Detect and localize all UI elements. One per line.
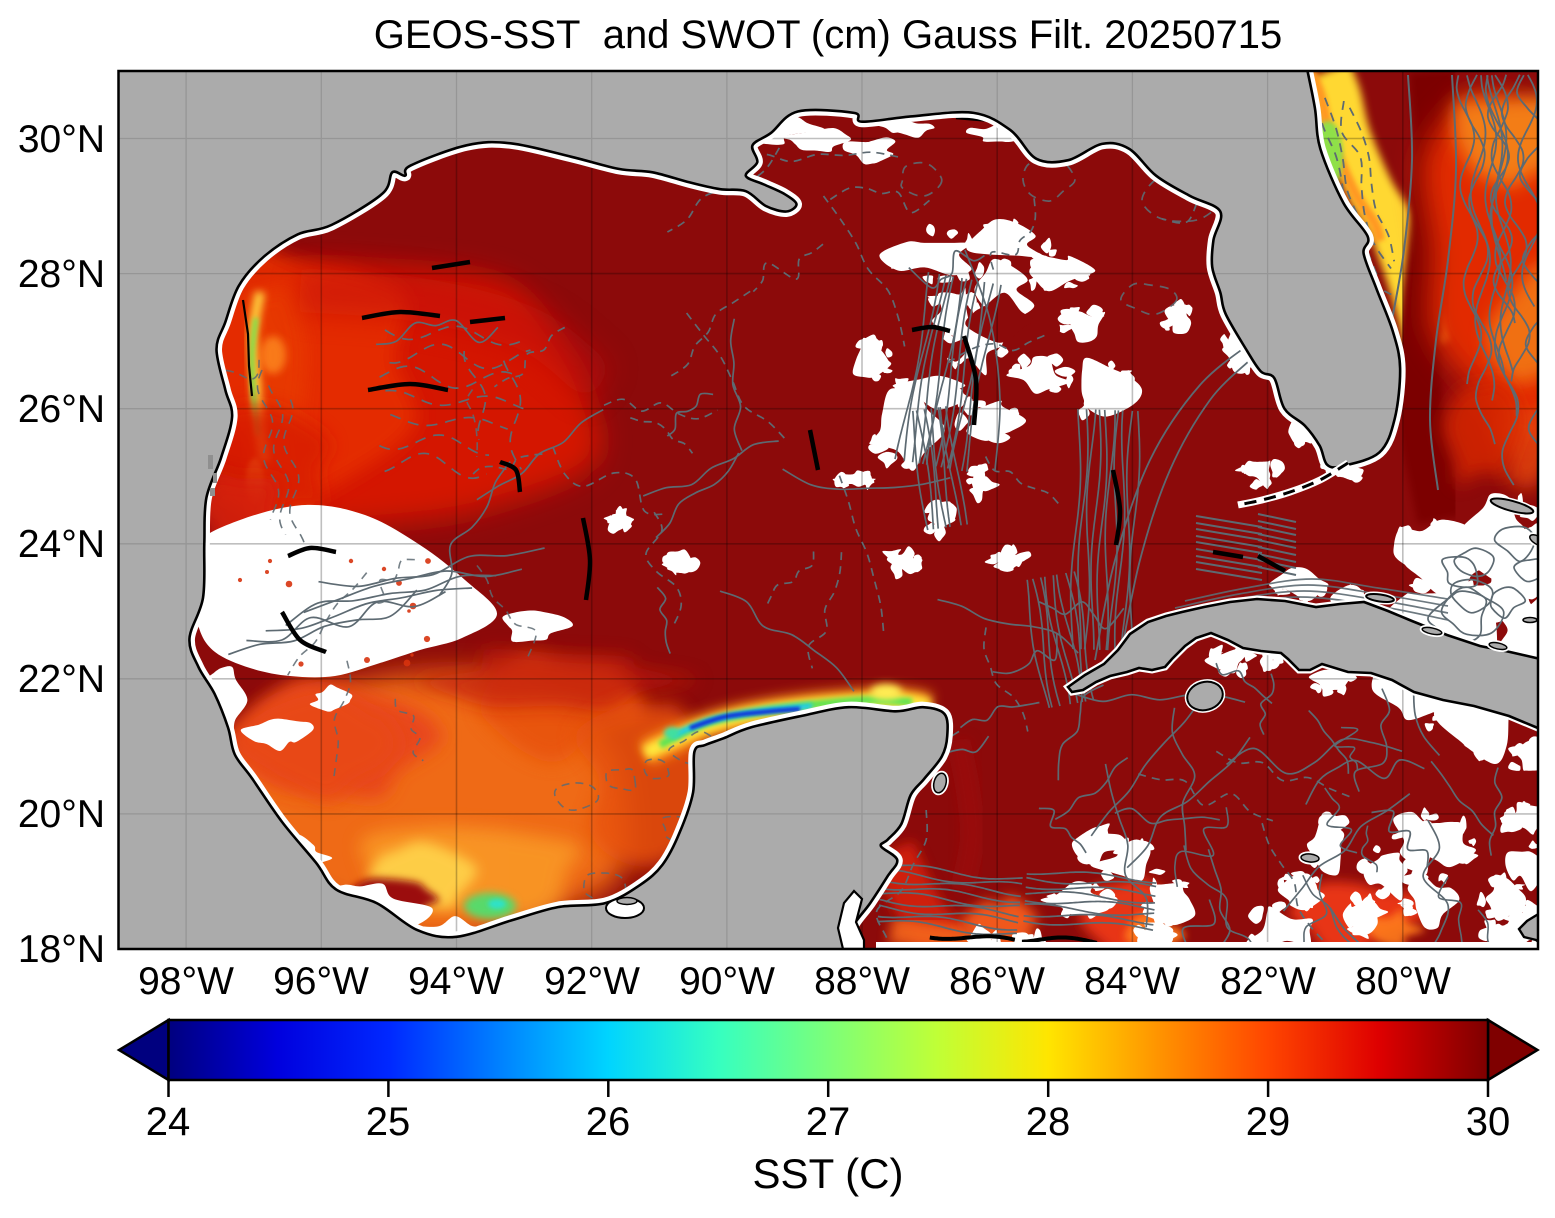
svg-text:27: 27 [806, 1100, 851, 1144]
svg-text:90°W: 90°W [679, 960, 775, 1003]
svg-text:SST (C): SST (C) [753, 1150, 904, 1197]
svg-text:20°N: 20°N [18, 793, 105, 836]
svg-text:24: 24 [146, 1100, 191, 1144]
svg-text:26°N: 26°N [18, 388, 105, 431]
svg-text:82°W: 82°W [1220, 960, 1316, 1003]
svg-text:96°W: 96°W [273, 960, 369, 1003]
svg-text:28°N: 28°N [18, 253, 105, 296]
svg-text:80°W: 80°W [1355, 960, 1451, 1003]
svg-text:18°N: 18°N [18, 928, 105, 971]
svg-text:86°W: 86°W [949, 960, 1045, 1003]
svg-text:98°W: 98°W [138, 960, 234, 1003]
svg-text:30°N: 30°N [18, 118, 105, 161]
svg-text:25: 25 [366, 1100, 411, 1144]
svg-text:88°W: 88°W [814, 960, 910, 1003]
svg-text:94°W: 94°W [408, 960, 504, 1003]
svg-text:84°W: 84°W [1084, 960, 1180, 1003]
svg-text:29: 29 [1246, 1100, 1291, 1144]
svg-text:22°N: 22°N [18, 658, 105, 701]
svg-text:92°W: 92°W [544, 960, 640, 1003]
svg-text:28: 28 [1026, 1100, 1071, 1144]
svg-text:GEOS-SST and SWOT (cm) Gauss: GEOS-SST and SWOT (cm) Gauss Filt. 20250… [374, 13, 1282, 57]
svg-text:26: 26 [586, 1100, 631, 1144]
svg-text:30: 30 [1466, 1100, 1511, 1144]
svg-text:24°N: 24°N [18, 523, 105, 566]
